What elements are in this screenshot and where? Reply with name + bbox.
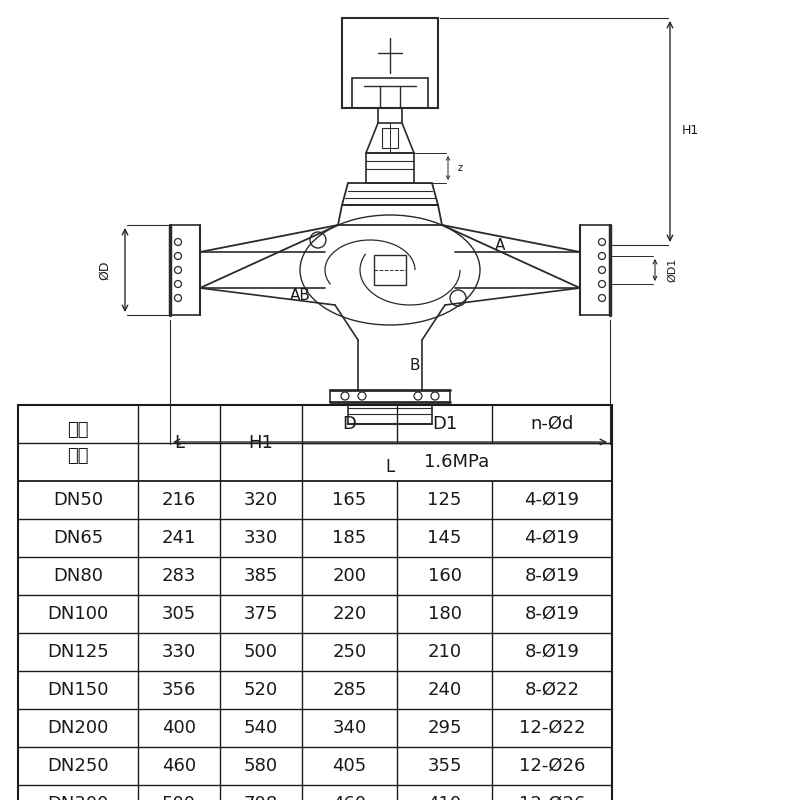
- Text: ØD: ØD: [98, 260, 111, 280]
- Text: 185: 185: [332, 529, 366, 547]
- Text: 180: 180: [427, 605, 462, 623]
- Text: 285: 285: [332, 681, 366, 699]
- Text: 240: 240: [427, 681, 462, 699]
- Text: 460: 460: [333, 795, 366, 800]
- Text: ØD1: ØD1: [667, 258, 677, 282]
- Text: 385: 385: [244, 567, 278, 585]
- Text: 4-Ø19: 4-Ø19: [525, 491, 579, 509]
- Text: DN150: DN150: [47, 681, 109, 699]
- Text: D1: D1: [432, 415, 457, 433]
- Text: B: B: [410, 358, 420, 373]
- Bar: [378, 108, 402, 123]
- Text: 200: 200: [333, 567, 366, 585]
- Text: H1: H1: [249, 434, 274, 452]
- Text: 8-Ø19: 8-Ø19: [525, 567, 579, 585]
- Text: 220: 220: [332, 605, 366, 623]
- Text: 295: 295: [427, 719, 462, 737]
- Text: 公称
通径: 公称 通径: [67, 422, 89, 465]
- Text: 160: 160: [427, 567, 462, 585]
- Text: 330: 330: [162, 643, 196, 661]
- Bar: [374, 255, 406, 285]
- Text: n-Ød: n-Ød: [530, 415, 574, 433]
- Text: 410: 410: [427, 795, 462, 800]
- Text: 320: 320: [244, 491, 278, 509]
- Text: 540: 540: [244, 719, 278, 737]
- Text: 216: 216: [162, 491, 196, 509]
- Bar: [382, 128, 398, 148]
- Text: D: D: [342, 415, 357, 433]
- Text: 8-Ø19: 8-Ø19: [525, 605, 579, 623]
- Text: 125: 125: [427, 491, 462, 509]
- Text: DN80: DN80: [53, 567, 103, 585]
- Text: 460: 460: [162, 757, 196, 775]
- Text: H1: H1: [682, 125, 699, 138]
- Text: 500: 500: [162, 795, 196, 800]
- Text: DN50: DN50: [53, 491, 103, 509]
- Text: DN250: DN250: [47, 757, 109, 775]
- Bar: [18, 405, 612, 800]
- Text: 1.6MPa: 1.6MPa: [424, 453, 490, 471]
- Text: 165: 165: [332, 491, 366, 509]
- Text: 405: 405: [332, 757, 366, 775]
- Bar: [366, 153, 414, 183]
- Text: DN65: DN65: [53, 529, 103, 547]
- Text: AB: AB: [290, 287, 310, 302]
- Text: L: L: [386, 458, 394, 476]
- Text: 400: 400: [162, 719, 196, 737]
- Text: 340: 340: [332, 719, 366, 737]
- Text: 283: 283: [162, 567, 196, 585]
- Text: 355: 355: [427, 757, 462, 775]
- Text: L: L: [174, 434, 184, 452]
- Text: 145: 145: [427, 529, 462, 547]
- Text: 356: 356: [162, 681, 196, 699]
- Text: 580: 580: [244, 757, 278, 775]
- Bar: [352, 78, 428, 108]
- Text: 8-Ø22: 8-Ø22: [525, 681, 579, 699]
- Bar: [342, 18, 438, 108]
- Text: 305: 305: [162, 605, 196, 623]
- Text: DN125: DN125: [47, 643, 109, 661]
- Text: 12-Ø26: 12-Ø26: [519, 757, 585, 775]
- Text: A: A: [495, 238, 505, 253]
- Text: 210: 210: [427, 643, 462, 661]
- Text: DN200: DN200: [47, 719, 109, 737]
- Text: 12-Ø22: 12-Ø22: [518, 719, 586, 737]
- Text: 500: 500: [244, 643, 278, 661]
- Text: 250: 250: [332, 643, 366, 661]
- Text: 241: 241: [162, 529, 196, 547]
- Text: 375: 375: [244, 605, 278, 623]
- Text: 4-Ø19: 4-Ø19: [525, 529, 579, 547]
- Text: 330: 330: [244, 529, 278, 547]
- Text: 708: 708: [244, 795, 278, 800]
- Text: 520: 520: [244, 681, 278, 699]
- Text: DN300: DN300: [47, 795, 109, 800]
- Text: 8-Ø19: 8-Ø19: [525, 643, 579, 661]
- Text: 12-Ø26: 12-Ø26: [519, 795, 585, 800]
- Text: DN100: DN100: [47, 605, 109, 623]
- Text: z: z: [458, 163, 463, 173]
